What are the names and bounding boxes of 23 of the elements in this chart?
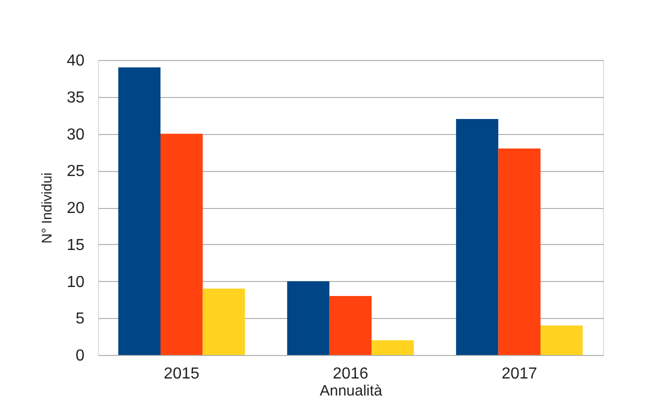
y-tick-label: 30 [66, 126, 85, 144]
bar [498, 148, 541, 355]
y-tick-label: 40 [66, 52, 85, 70]
y-tick-label: 20 [66, 200, 85, 217]
y-tick-label: 15 [66, 236, 85, 254]
bar [202, 288, 245, 355]
bar [372, 340, 414, 355]
x-tick-label: 2016 [332, 366, 368, 382]
bar [287, 281, 330, 355]
y-tick-label: 25 [66, 163, 85, 180]
y-tick-label: 0 [76, 348, 85, 364]
x-tick-label: 2015 [164, 366, 200, 382]
y-tick-label: 5 [76, 310, 85, 328]
bar [118, 67, 160, 355]
bar [329, 296, 372, 355]
x-axis-title: Annualità [320, 382, 383, 400]
bar [160, 134, 203, 355]
y-tick-label: 35 [66, 89, 85, 106]
bar [540, 326, 583, 355]
y-axis-title: N° Individui [38, 172, 55, 244]
x-tick-label: 2017 [502, 366, 538, 382]
y-tick-label: 10 [66, 274, 85, 291]
bar [456, 119, 498, 355]
